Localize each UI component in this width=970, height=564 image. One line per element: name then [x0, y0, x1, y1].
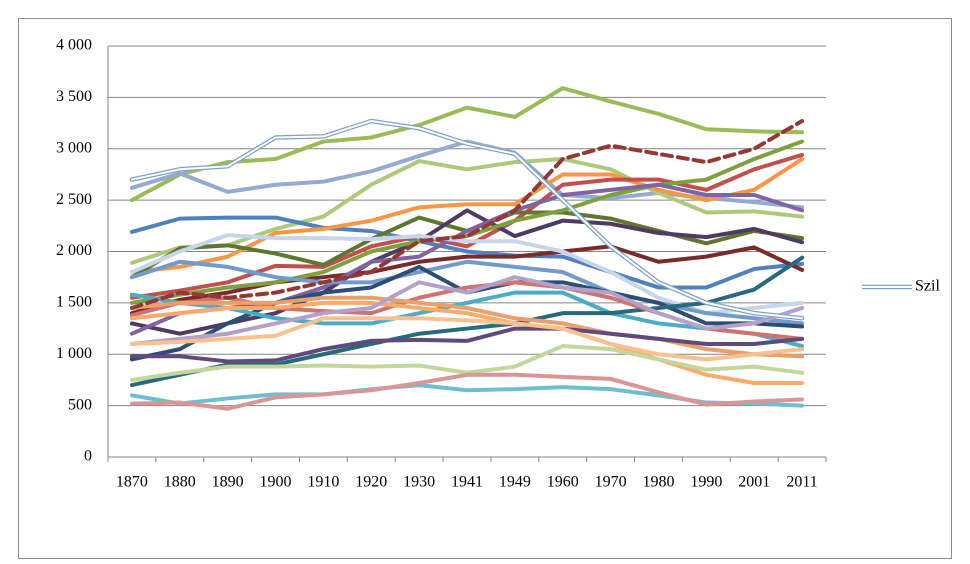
- y-tick-label: 0: [84, 448, 92, 465]
- x-tick-label: 1949: [499, 474, 531, 491]
- y-tick-label: 1 000: [56, 345, 92, 362]
- series-line: [129, 372, 805, 411]
- series-line: [129, 300, 805, 386]
- x-tick-label: 1900: [260, 474, 292, 491]
- series-line: [129, 244, 805, 316]
- series-line: [129, 152, 805, 300]
- series-line: [129, 259, 805, 326]
- x-tick-label: 1941: [451, 474, 483, 491]
- series-line: [129, 344, 805, 382]
- x-tick-label: 1880: [164, 474, 196, 491]
- y-tick-label: 2 500: [56, 191, 92, 208]
- x-tick-label: 1980: [642, 474, 674, 491]
- x-tick-label: 1890: [212, 474, 244, 491]
- series-line: [129, 290, 805, 349]
- series-line: [129, 316, 805, 362]
- x-tick-label: 1920: [355, 474, 387, 491]
- x-tick-label: 2001: [738, 474, 770, 491]
- x-tick-label: 1990: [690, 474, 722, 491]
- series-line: [129, 255, 805, 388]
- series-line: [129, 295, 805, 359]
- series-line: [130, 120, 804, 320]
- x-tick-label: 2011: [786, 474, 817, 491]
- x-tick-label: 1930: [403, 474, 435, 491]
- x-tick-label: 1910: [307, 474, 339, 491]
- series-line: [129, 326, 805, 364]
- y-tick-label: 3 500: [56, 88, 92, 105]
- series-line: [129, 157, 805, 265]
- series-line: [129, 208, 805, 336]
- series-line: [129, 215, 805, 290]
- series-line: [129, 275, 805, 346]
- y-tick-label: 2 000: [56, 242, 92, 259]
- x-tick-label: 1970: [595, 474, 627, 491]
- series-line: [129, 139, 805, 305]
- series-line: [129, 86, 805, 203]
- legend-label: Szil: [915, 278, 940, 295]
- y-tick-label: 4 000: [56, 37, 92, 54]
- y-tick-label: 500: [68, 396, 92, 413]
- x-tick-label: 1960: [547, 474, 579, 491]
- y-tick-label: 1 500: [56, 294, 92, 311]
- y-tick-label: 3 000: [56, 139, 92, 156]
- series-line: [129, 119, 805, 311]
- x-tick-label: 1870: [116, 474, 148, 491]
